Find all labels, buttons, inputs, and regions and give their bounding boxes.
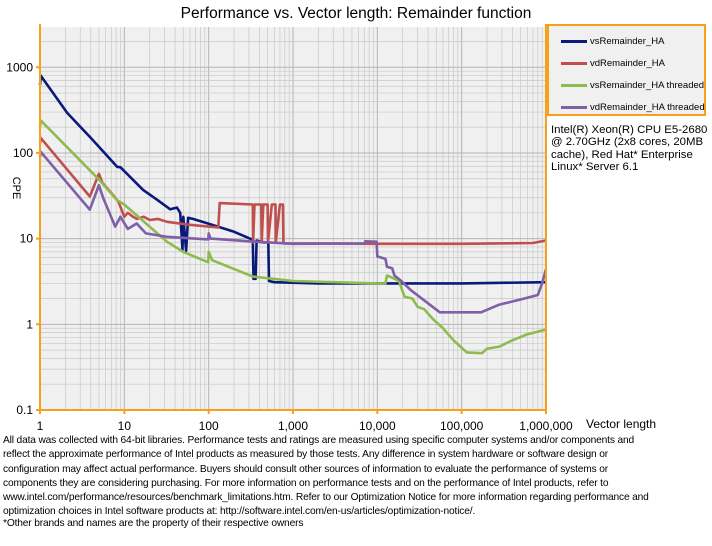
x-tick-label: 100 (199, 419, 219, 433)
legend: vsRemainder_HA vdRemainder_HA vsRemainde… (547, 24, 706, 116)
legend-item: vsRemainder_HA threaded (561, 78, 704, 92)
legend-swatch (561, 39, 587, 43)
legend-item: vdRemainder_HA (561, 56, 665, 70)
disclaimer-line: configuration may affect actual performa… (3, 463, 608, 475)
chart-title: Performance vs. Vector length: Remainder… (180, 5, 532, 22)
x-tick-label: 1,000,000 (519, 419, 573, 433)
system-note: Intel(R) Xeon(R) CPU E5-2680 @ 2.70GHz (… (551, 124, 708, 173)
disclaimer: All data was collected with 64-bit libra… (3, 434, 712, 520)
y-axis-label: CPE (10, 177, 22, 200)
y-tick-label: 100 (13, 146, 33, 160)
disclaimer-line: All data was collected with 64-bit libra… (3, 435, 635, 446)
footnote: *Other brands and names are the property… (3, 518, 304, 529)
disclaimer-line: components they are considering purchasi… (3, 477, 609, 489)
series-line-vsremainder_ha-threaded (38, 119, 547, 355)
legend-label: vsRemainder_HA (590, 35, 665, 47)
y-tick-label: 1 (26, 317, 33, 331)
x-tick-label: 1,000 (278, 419, 308, 433)
x-axis-label: Vector length (586, 417, 657, 431)
series-line-vsremainder_ha (38, 74, 547, 285)
legend-swatch (561, 105, 587, 109)
legend-item: vsRemainder_HA (561, 34, 664, 48)
legend-swatch (561, 83, 587, 87)
legend-label: vdRemainder_HA threaded (590, 101, 705, 113)
disclaimer-line: optimization choices in Intel software p… (3, 506, 476, 518)
y-tick-label: 10 (20, 232, 34, 246)
legend-label: vdRemainder_HA (590, 57, 665, 69)
disclaimer-line: reflect the approximate performance of I… (3, 449, 608, 461)
y-tick-label: 0.1 (16, 403, 33, 417)
disclaimer-line: www.intel.com/performance/resources/benc… (3, 492, 649, 504)
x-tick-label: 10,000 (359, 419, 396, 433)
legend-label: vsRemainder_HA threaded (590, 79, 705, 91)
legend-item: vdRemainder_HA threaded (561, 100, 705, 114)
x-tick-label: 100,000 (440, 419, 484, 433)
series-line-vdremainder_ha-threaded (38, 150, 548, 314)
y-tick-label: 1000 (6, 60, 33, 74)
x-tick-label: 1 (37, 419, 44, 433)
legend-swatch (561, 61, 587, 65)
x-tick-label: 10 (118, 419, 132, 433)
